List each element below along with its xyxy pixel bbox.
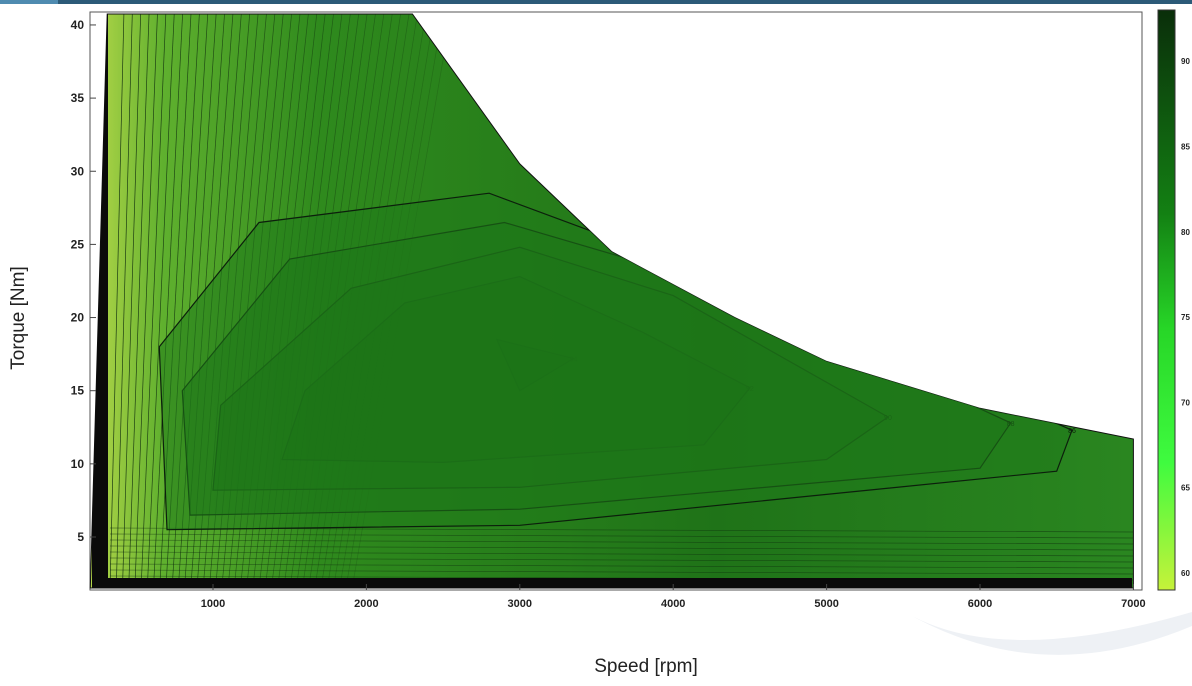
colorbar-tick-label: 85 <box>1181 142 1190 151</box>
x-tick-label: 3000 <box>508 598 532 610</box>
efficiency-contours: 9492908886 <box>158 192 1076 531</box>
bottom-black-band <box>92 578 1132 588</box>
hatch-line-horizontal <box>109 563 1134 569</box>
y-tick-label: 15 <box>71 384 85 398</box>
y-tick-label: 20 <box>71 311 85 325</box>
contour-label: 86 <box>1068 428 1076 435</box>
x-tick-label: 6000 <box>968 598 992 610</box>
colorbar-ticks: 90 85 80 75 70 65 60 <box>1181 57 1190 578</box>
y-axis: 5 10 15 20 25 30 35 40 <box>71 18 96 544</box>
x-tick-label: 7000 <box>1121 598 1145 610</box>
hatch-line-horizontal <box>109 545 1134 551</box>
hatch-line-horizontal <box>109 557 1134 563</box>
efficiency-region: 9492908886 <box>89 13 1134 589</box>
colorbar-tick-label: 70 <box>1181 398 1190 407</box>
colorbar-tick-label: 60 <box>1181 569 1190 578</box>
slide-curve-decoration <box>905 612 1192 655</box>
y-tick-label: 35 <box>71 91 85 105</box>
hatch-line-horizontal <box>109 539 1134 545</box>
hatch-line <box>109 14 125 588</box>
x-tick-label: 5000 <box>814 598 838 610</box>
colorbar-tick-label: 80 <box>1181 228 1190 237</box>
y-tick-label: 10 <box>71 457 85 471</box>
x-axis: 1000 2000 3000 4000 5000 6000 7000 <box>201 584 1146 610</box>
x-tick-label: 4000 <box>661 598 685 610</box>
colorbar <box>1157 9 1176 591</box>
contour-86 <box>158 192 1073 531</box>
hatch-line <box>115 14 133 588</box>
colorbar-tick-label: 75 <box>1181 313 1190 322</box>
hatch-line-horizontal <box>109 569 1134 575</box>
hatch-line <box>153 14 184 588</box>
colorbar-tick-label: 65 <box>1181 484 1190 493</box>
hatch-line-horizontal <box>109 551 1134 557</box>
x-tick-label: 1000 <box>201 598 225 610</box>
hatch-line <box>128 14 150 588</box>
hatch-line-horizontal <box>109 533 1134 539</box>
top-bar <box>0 0 1192 4</box>
colorbar-tick-label: 90 <box>1181 57 1190 66</box>
y-axis-label: Torque [Nm] <box>8 266 29 369</box>
x-axis-label: Speed [rpm] <box>594 656 698 677</box>
hatch-line <box>159 14 192 588</box>
y-tick-label: 40 <box>71 18 85 32</box>
y-tick-label: 25 <box>71 237 85 251</box>
x-tick-label: 2000 <box>354 598 378 610</box>
hatch-line <box>122 14 142 588</box>
y-tick-label: 30 <box>71 164 85 178</box>
hatch-line <box>140 14 167 588</box>
hatch-line <box>134 14 158 588</box>
top-bar-accent <box>0 0 58 4</box>
hatch-line <box>146 14 175 588</box>
y-tick-label: 5 <box>77 530 84 544</box>
